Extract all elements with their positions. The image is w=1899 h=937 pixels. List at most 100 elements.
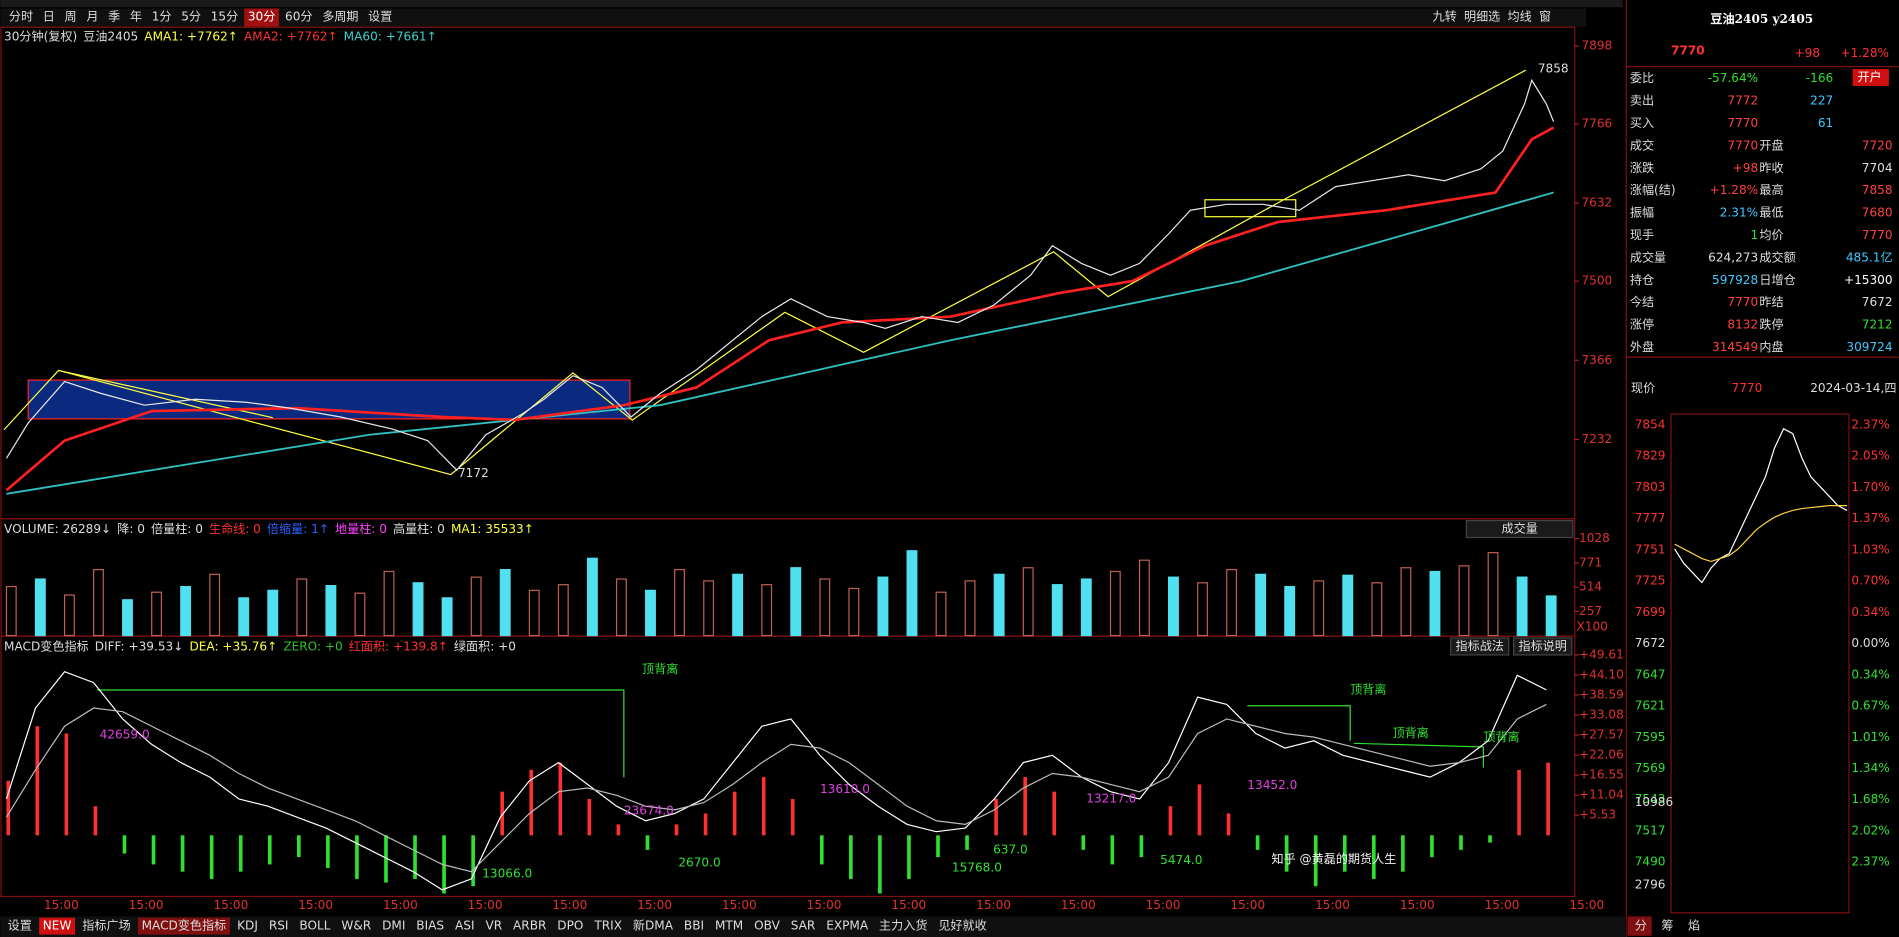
quote-cell: 7770 <box>1862 228 1893 242</box>
toolbar-button[interactable]: 分时 <box>9 9 33 23</box>
toolbar-button[interactable]: 1分 <box>152 9 172 23</box>
divergence-line <box>1247 705 1351 741</box>
mini-price-label: 7803 <box>1635 480 1666 494</box>
indicator-tab[interactable]: 新DMA <box>633 918 674 933</box>
indicator-tab[interactable]: 设置 <box>8 919 32 933</box>
macd-bar <box>1488 835 1492 843</box>
indicator-tab[interactable]: SAR <box>791 919 816 933</box>
indicator-tab[interactable]: TRIX <box>593 919 622 933</box>
macd-tick-label: +33.08 <box>1579 708 1624 722</box>
toolbar-button[interactable]: 明细选 <box>1464 9 1500 23</box>
toolbar-button[interactable]: 15分 <box>211 9 238 23</box>
quote-cell: 成交量 <box>1630 249 1666 264</box>
indicator-tab[interactable]: ARBR <box>513 919 547 933</box>
divergence-line <box>97 689 625 778</box>
toolbar-button[interactable]: 30分 <box>248 9 275 23</box>
volume-bar <box>1226 569 1238 637</box>
indicator-tab[interactable]: DPO <box>557 919 583 933</box>
toolbar-button[interactable]: 年 <box>130 9 142 23</box>
toolbar-button[interactable]: 均线 <box>1508 9 1532 23</box>
volume-bar <box>122 599 133 637</box>
indicator-tab[interactable]: MTM <box>715 919 743 933</box>
volume-selector[interactable]: 成交量 <box>1502 521 1538 536</box>
toolbar-button[interactable]: 5分 <box>181 9 201 23</box>
mini-pct-label: 1.70% <box>1851 480 1889 494</box>
macd-bar <box>732 791 737 836</box>
macd-bar <box>471 835 475 887</box>
toolbar-button[interactable]: 设置 <box>368 9 392 23</box>
indicator-tab[interactable]: NEW <box>43 919 72 933</box>
quote-cell: 7212 <box>1862 318 1893 332</box>
indicator-tab[interactable]: OBV <box>754 919 780 933</box>
series-line <box>5 78 1555 472</box>
volume-bar <box>5 585 17 637</box>
volume-bar <box>761 584 773 637</box>
indicator-tab[interactable]: 见好就收 <box>938 918 986 933</box>
toolbar-button[interactable]: 九转 <box>1433 8 1457 23</box>
volume-tick-label: 771 <box>1579 555 1602 569</box>
macd-note: 13066.0 <box>482 867 532 881</box>
indicator-tab[interactable]: RSI <box>269 919 289 933</box>
volume-tick-label: 514 <box>1579 580 1602 594</box>
toolbar-button[interactable]: 周 <box>65 9 77 23</box>
indicator-button[interactable]: 指标说明 <box>1518 638 1566 653</box>
indicator-tab[interactable]: 指标广场 <box>82 918 130 933</box>
quote-tab[interactable]: 筹 <box>1661 919 1673 933</box>
toolbar-button[interactable]: 月 <box>86 9 98 23</box>
quote-cell: 7772 <box>1727 94 1758 108</box>
macd-bar <box>64 733 69 836</box>
macd-bar <box>326 835 330 869</box>
indicator-tab[interactable]: DMI <box>382 919 405 933</box>
open-account[interactable]: 开户 <box>1857 69 1881 84</box>
macd-bar <box>1546 762 1550 836</box>
toolbar-button[interactable]: 日 <box>43 9 55 23</box>
tabs-bg <box>0 916 1627 937</box>
legend: VOLUME: 26289↓ 降: 0 倍量柱: 0 生命线: 0 倍缩量: 1↑ 地量柱… <box>4 521 534 536</box>
quote-cell: 624,273 <box>1708 250 1758 264</box>
indicator-tab[interactable]: ASI <box>455 919 475 933</box>
indicator-tab[interactable]: BOLL <box>299 919 330 933</box>
toolbar-button[interactable]: 季 <box>108 9 120 23</box>
volume-bar <box>499 569 511 637</box>
volume-bar <box>325 585 337 637</box>
indicator-tab[interactable]: BIAS <box>416 919 444 933</box>
macd-bar <box>1197 784 1202 836</box>
indicator-tab[interactable]: BBI <box>684 919 704 933</box>
time-label: 15:00 <box>44 898 79 912</box>
indicator-tab[interactable]: EXPMA <box>826 919 869 933</box>
volume-bar <box>63 594 75 637</box>
macd-note: 顶背离 <box>642 661 678 676</box>
toolbar-button[interactable]: 多周期 <box>322 9 358 23</box>
quote-cell: +1.28% <box>1710 183 1759 197</box>
volume-bar <box>645 589 656 637</box>
indicator-tab[interactable]: W&R <box>341 919 371 933</box>
indicator-tab[interactable]: VR <box>485 919 502 933</box>
macd-bar <box>151 835 156 865</box>
legend-item: 豆油2405 <box>83 29 138 43</box>
time-label: 15:00 <box>129 898 164 912</box>
volume-bar <box>180 585 192 637</box>
quote-cell: 涨停 <box>1630 317 1654 332</box>
toolbar-button[interactable]: 60分 <box>285 9 312 23</box>
quote-tab[interactable]: 焰 <box>1688 918 1700 933</box>
toolbar-button[interactable]: 窗 <box>1539 9 1551 23</box>
indicator-tab[interactable]: KDJ <box>237 919 258 933</box>
quote-tab[interactable]: 分 <box>1635 919 1647 933</box>
price-tick-label: 7632 <box>1581 196 1612 210</box>
macd-bar <box>413 835 417 879</box>
indicator-tab[interactable]: 主力入货 <box>879 918 927 933</box>
indicator-button[interactable]: 指标战法 <box>1456 638 1504 653</box>
volume-bar <box>1168 576 1179 637</box>
quote-cell: 8132 <box>1727 318 1758 332</box>
time-label: 15:00 <box>1485 898 1520 912</box>
quote-cell: 7858 <box>1862 183 1893 197</box>
mini-pct-label: 0.34% <box>1851 605 1889 619</box>
legend: 30分钟(复权) 豆油2405 AMA1: +7762↑ AMA2: +7762↑ MA… <box>4 28 437 43</box>
mini-vol-label: 10986 <box>1635 795 1673 809</box>
mini-pct-label: 1.34% <box>1851 761 1889 775</box>
indicator-tab[interactable]: MACD变色指标 <box>142 918 227 933</box>
legend-item: DIFF: +39.53↓ <box>95 639 184 653</box>
time-label: 15:00 <box>722 898 757 912</box>
mini-pct-label: 0.00% <box>1851 636 1889 650</box>
